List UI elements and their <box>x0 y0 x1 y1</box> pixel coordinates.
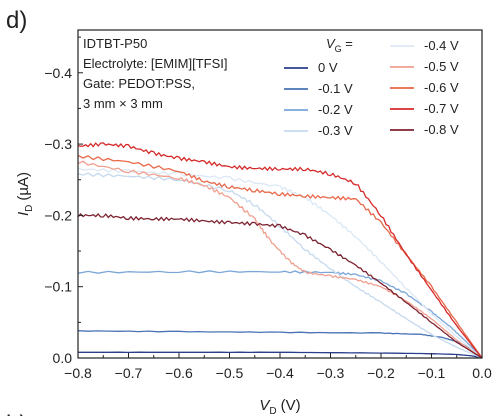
legend-item: -0.4 V <box>390 38 459 53</box>
x-axis-title-sub: D <box>269 406 276 416</box>
legend-label: -0.2 V <box>318 102 353 117</box>
x-tick-label: −0.3 <box>317 365 345 381</box>
annotation-line: 3 mm × 3 mm <box>83 96 163 111</box>
x-tick-label: −0.8 <box>64 365 92 381</box>
legend-item: -0.7 V <box>390 101 459 116</box>
annotation-line: Electrolyte: [EMIM][TFSI] <box>83 56 227 71</box>
y-axis-title-sub: D <box>24 205 35 212</box>
y-tick-label: −0.2 <box>44 207 72 223</box>
series-line-2 <box>77 270 483 359</box>
legend-item: -0.3 V <box>284 123 353 138</box>
legend-label: -0.3 V <box>318 123 353 138</box>
y-tick-label: 0.0 <box>53 350 73 366</box>
legend-title-main: V <box>326 36 336 51</box>
x-tick-label: 0.0 <box>472 365 492 381</box>
series-line-8 <box>77 213 483 359</box>
legend-label: -0.4 V <box>424 38 459 53</box>
y-axis: 0.0 −0.1 −0.2 −0.3 −0.4 <box>44 36 83 366</box>
y-tick-label: −0.1 <box>44 279 72 295</box>
series-line-3 <box>77 172 483 359</box>
x-tick-label: −0.1 <box>418 365 446 381</box>
x-tick-label: −0.7 <box>115 365 143 381</box>
legend-title-suffix: = <box>342 36 353 51</box>
next-panel-label-partial: b) <box>6 411 27 416</box>
y-axis-title-unit: (µA) <box>15 172 32 201</box>
x-axis-title: VD (V) <box>259 397 300 416</box>
series-layer <box>77 142 483 359</box>
y-tick-label: −0.4 <box>44 65 72 81</box>
annotation-line: IDTBT-P50 <box>83 36 147 51</box>
x-tick-label: −0.6 <box>165 365 193 381</box>
legend-label: 0 V <box>318 60 338 75</box>
x-tick-label: −0.2 <box>367 365 395 381</box>
series-line-7 <box>77 142 483 359</box>
legend-label: -0.8 V <box>424 122 459 137</box>
annotation-block: IDTBT-P50 Electrolyte: [EMIM][TFSI] Gate… <box>83 36 227 111</box>
legend-title: VG = <box>326 36 353 54</box>
y-axis-title: ID (µA) <box>15 172 35 216</box>
legend-label: -0.6 V <box>424 80 459 95</box>
annotation-line: Gate: PEDOT:PSS, <box>83 76 195 91</box>
legend-label: -0.5 V <box>424 59 459 74</box>
legend-item: -0.1 V <box>284 81 353 96</box>
x-axis-title-main: V <box>259 397 271 414</box>
series-line-6 <box>77 154 483 359</box>
x-axis-title-unit: (V) <box>281 397 301 414</box>
y-tick-label: −0.3 <box>44 136 72 152</box>
legend-label: -0.1 V <box>318 81 353 96</box>
legend-item: 0 V <box>284 60 338 75</box>
legend-item: -0.8 V <box>390 122 459 137</box>
legend-label: -0.7 V <box>424 101 459 116</box>
x-tick-label: −0.4 <box>266 365 294 381</box>
y-axis-title-main: I <box>15 212 32 216</box>
x-axis: −0.8 −0.7 −0.6 −0.5 −0.4 −0.3 −0.2 −0.1 0.0 <box>64 353 492 381</box>
series-line-5 <box>77 160 483 359</box>
legend-title-sub: G <box>335 44 342 54</box>
legend-item: -0.2 V <box>284 102 353 117</box>
legend-item: -0.5 V <box>390 59 459 74</box>
x-tick-label: −0.5 <box>216 365 244 381</box>
series-line-0 <box>78 351 483 359</box>
series-line-4 <box>77 167 483 359</box>
panel-label: d) <box>6 7 27 34</box>
legend-item: -0.6 V <box>390 80 459 95</box>
legend: 0 V -0.1 V -0.2 V -0.3 V -0.4 V -0.5 V -0.6 V -… <box>284 38 459 138</box>
